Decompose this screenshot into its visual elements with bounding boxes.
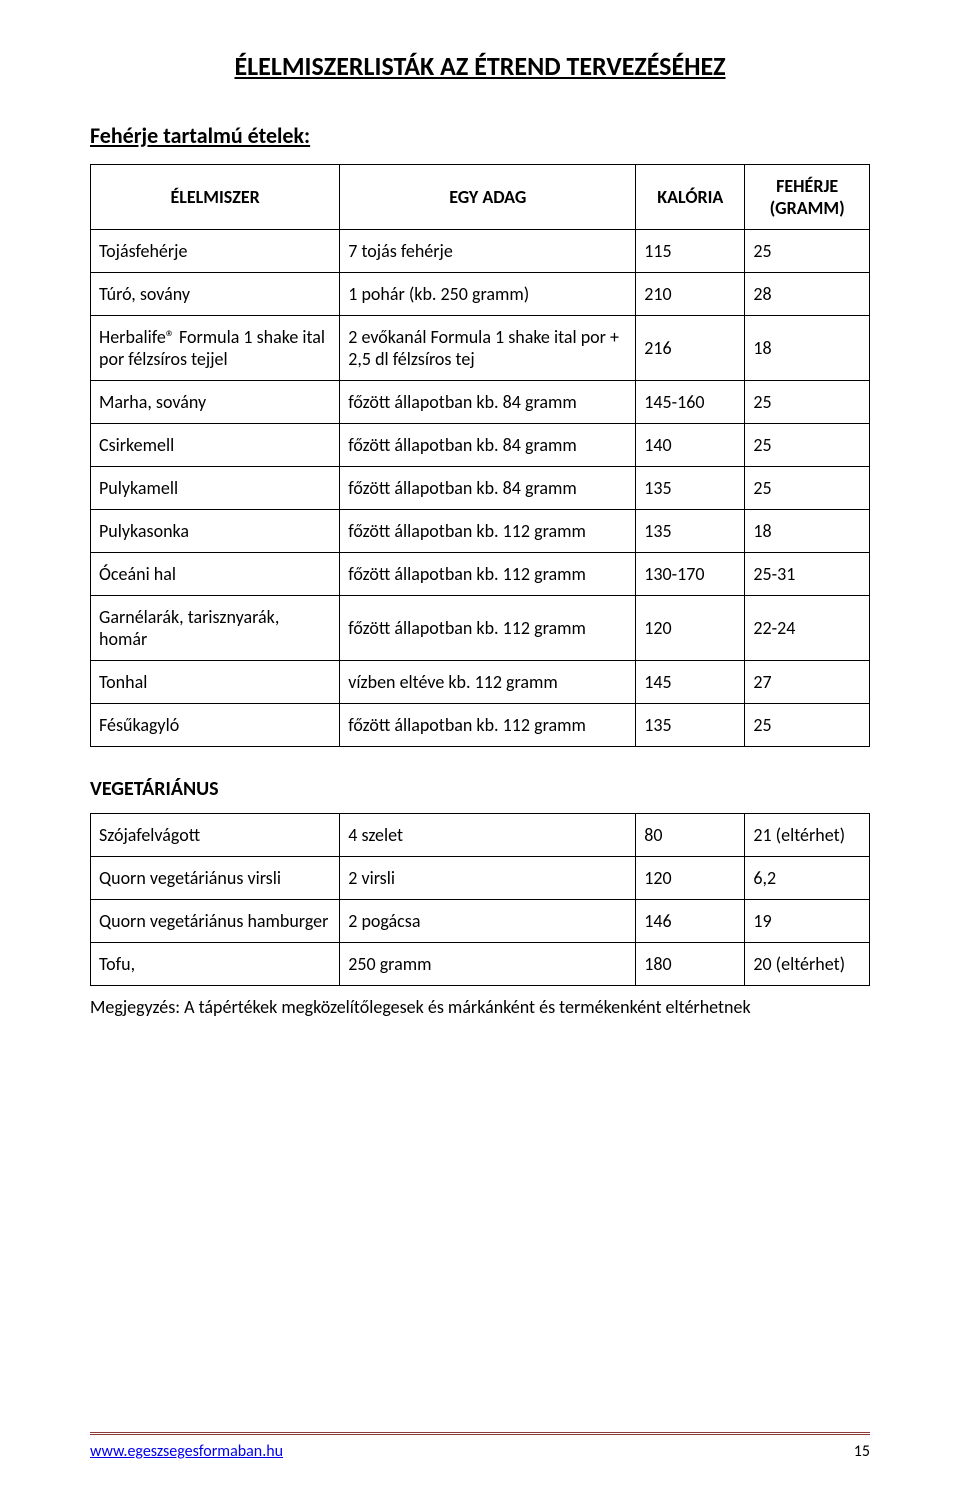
cell-protein: 19 bbox=[745, 900, 870, 943]
cell-food: Tofu, bbox=[91, 943, 340, 986]
table-row: Garnélarák, tarisznyarák, homár főzött á… bbox=[91, 596, 870, 661]
cell-protein: 25 bbox=[745, 704, 870, 747]
cell-calories: 80 bbox=[636, 814, 745, 857]
cell-protein: 18 bbox=[745, 510, 870, 553]
cell-portion: főzött állapotban kb. 112 gramm bbox=[340, 510, 636, 553]
cell-portion: főzött állapotban kb. 112 gramm bbox=[340, 596, 636, 661]
cell-protein: 22-24 bbox=[745, 596, 870, 661]
page-container: ÉLELMISZERLISTÁK AZ ÉTREND TERVEZÉSÉHEZ … bbox=[0, 0, 960, 1491]
cell-food: Marha, sovány bbox=[91, 381, 340, 424]
cell-food: Pulykamell bbox=[91, 467, 340, 510]
cell-calories: 135 bbox=[636, 704, 745, 747]
cell-food: Tonhal bbox=[91, 661, 340, 704]
cell-portion: főzött állapotban kb. 84 gramm bbox=[340, 381, 636, 424]
table-row: Fésűkagyló főzött állapotban kb. 112 gra… bbox=[91, 704, 870, 747]
cell-calories: 120 bbox=[636, 596, 745, 661]
table-row: Quorn vegetáriánus virsli 2 virsli 120 6… bbox=[91, 857, 870, 900]
cell-portion: vízben eltéve kb. 112 gramm bbox=[340, 661, 636, 704]
cell-portion: 2 virsli bbox=[340, 857, 636, 900]
cell-food: Túró, sovány bbox=[91, 273, 340, 316]
cell-food: Szójafelvágott bbox=[91, 814, 340, 857]
cell-protein: 6,2 bbox=[745, 857, 870, 900]
page-footer: www.egeszsegesformaban.hu 15 bbox=[90, 1432, 870, 1461]
table-row: Marha, sovány főzött állapotban kb. 84 g… bbox=[91, 381, 870, 424]
cell-food: Quorn vegetáriánus virsli bbox=[91, 857, 340, 900]
col-header-protein: FEHÉRJE (GRAMM) bbox=[745, 165, 870, 230]
cell-food: Fésűkagyló bbox=[91, 704, 340, 747]
cell-food: Garnélarák, tarisznyarák, homár bbox=[91, 596, 340, 661]
cell-protein: 18 bbox=[745, 316, 870, 381]
cell-portion: 4 szelet bbox=[340, 814, 636, 857]
cell-food: Quorn vegetáriánus hamburger bbox=[91, 900, 340, 943]
cell-portion: 2 pogácsa bbox=[340, 900, 636, 943]
cell-portion: főzött állapotban kb. 84 gramm bbox=[340, 424, 636, 467]
col-header-calories: KALÓRIA bbox=[636, 165, 745, 230]
table-row: Óceáni hal főzött állapotban kb. 112 gra… bbox=[91, 553, 870, 596]
cell-protein: 27 bbox=[745, 661, 870, 704]
table-row: Tojásfehérje 7 tojás fehérje 115 25 bbox=[91, 230, 870, 273]
cell-protein: 25 bbox=[745, 467, 870, 510]
cell-protein: 28 bbox=[745, 273, 870, 316]
cell-calories: 180 bbox=[636, 943, 745, 986]
footer-row: www.egeszsegesformaban.hu 15 bbox=[90, 1442, 870, 1461]
cell-protein: 25 bbox=[745, 381, 870, 424]
table-row: Tofu, 250 gramm 180 20 (eltérhet) bbox=[91, 943, 870, 986]
col-header-portion: EGY ADAG bbox=[340, 165, 636, 230]
cell-portion: 1 pohár (kb. 250 gramm) bbox=[340, 273, 636, 316]
cell-protein: 21 (eltérhet) bbox=[745, 814, 870, 857]
table-row: Pulykamell főzött állapotban kb. 84 gram… bbox=[91, 467, 870, 510]
cell-calories: 120 bbox=[636, 857, 745, 900]
table-row: Szójafelvágott 4 szelet 80 21 (eltérhet) bbox=[91, 814, 870, 857]
cell-calories: 146 bbox=[636, 900, 745, 943]
section-heading-protein: Fehérje tartalmú ételek: bbox=[90, 122, 870, 149]
footnote-text: Megjegyzés: A tápértékek megközelítőlege… bbox=[90, 996, 870, 1018]
cell-protein: 25 bbox=[745, 230, 870, 273]
table-row: Túró, sovány 1 pohár (kb. 250 gramm) 210… bbox=[91, 273, 870, 316]
cell-calories: 135 bbox=[636, 510, 745, 553]
col-header-food: ÉLELMISZER bbox=[91, 165, 340, 230]
cell-calories: 140 bbox=[636, 424, 745, 467]
table-row: Tonhal vízben eltéve kb. 112 gramm 145 2… bbox=[91, 661, 870, 704]
cell-protein: 20 (eltérhet) bbox=[745, 943, 870, 986]
cell-calories: 145 bbox=[636, 661, 745, 704]
table-header-row: ÉLELMISZER EGY ADAG KALÓRIA FEHÉRJE (GRA… bbox=[91, 165, 870, 230]
cell-portion: 250 gramm bbox=[340, 943, 636, 986]
cell-calories: 216 bbox=[636, 316, 745, 381]
cell-portion: főzött állapotban kb. 84 gramm bbox=[340, 467, 636, 510]
cell-food: Tojásfehérje bbox=[91, 230, 340, 273]
cell-portion: 7 tojás fehérje bbox=[340, 230, 636, 273]
cell-portion: 2 evőkanál Formula 1 shake ital por + 2,… bbox=[340, 316, 636, 381]
table-row: Csirkemell főzött állapotban kb. 84 gram… bbox=[91, 424, 870, 467]
cell-calories: 145-160 bbox=[636, 381, 745, 424]
cell-food: Csirkemell bbox=[91, 424, 340, 467]
page-title: ÉLELMISZERLISTÁK AZ ÉTREND TERVEZÉSÉHEZ bbox=[90, 50, 870, 82]
vegetarian-foods-table: Szójafelvágott 4 szelet 80 21 (eltérhet)… bbox=[90, 813, 870, 986]
cell-protein: 25 bbox=[745, 424, 870, 467]
cell-portion: főzött állapotban kb. 112 gramm bbox=[340, 704, 636, 747]
table-row: Quorn vegetáriánus hamburger 2 pogácsa 1… bbox=[91, 900, 870, 943]
table-row: Pulykasonka főzött állapotban kb. 112 gr… bbox=[91, 510, 870, 553]
section-heading-vegetarian: VEGETÁRIÁNUS bbox=[90, 777, 870, 801]
cell-calories: 135 bbox=[636, 467, 745, 510]
cell-calories: 210 bbox=[636, 273, 745, 316]
cell-food: Herbalife® Formula 1 shake ital por félz… bbox=[91, 316, 340, 381]
footer-rule bbox=[90, 1432, 870, 1436]
cell-protein: 25-31 bbox=[745, 553, 870, 596]
footer-link: www.egeszsegesformaban.hu bbox=[90, 1442, 283, 1461]
cell-portion: főzött állapotban kb. 112 gramm bbox=[340, 553, 636, 596]
cell-calories: 130-170 bbox=[636, 553, 745, 596]
page-number: 15 bbox=[854, 1442, 870, 1461]
cell-food: Óceáni hal bbox=[91, 553, 340, 596]
table-row: Herbalife® Formula 1 shake ital por félz… bbox=[91, 316, 870, 381]
cell-calories: 115 bbox=[636, 230, 745, 273]
protein-foods-table: ÉLELMISZER EGY ADAG KALÓRIA FEHÉRJE (GRA… bbox=[90, 164, 870, 747]
cell-food: Pulykasonka bbox=[91, 510, 340, 553]
